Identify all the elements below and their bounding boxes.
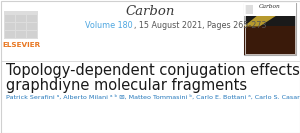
FancyBboxPatch shape	[244, 3, 296, 16]
Text: Volume 180: Volume 180	[85, 21, 133, 30]
FancyBboxPatch shape	[5, 31, 15, 38]
Text: ELSEVIER: ELSEVIER	[2, 42, 40, 48]
FancyBboxPatch shape	[1, 1, 299, 132]
FancyBboxPatch shape	[4, 11, 38, 39]
FancyBboxPatch shape	[27, 23, 37, 30]
FancyBboxPatch shape	[16, 31, 26, 38]
Text: Topology-dependent conjugation effects in: Topology-dependent conjugation effects i…	[6, 63, 300, 78]
Text: graphdiyne molecular fragments: graphdiyne molecular fragments	[6, 78, 247, 93]
FancyBboxPatch shape	[27, 15, 37, 22]
FancyBboxPatch shape	[16, 15, 26, 22]
FancyBboxPatch shape	[5, 23, 15, 30]
Text: Patrick Serafini ᵃ, Alberto Milani ᵃ ᵇ ✉, Matteo Tommasini ᵇ, Carlo E. Bottani ᵃ: Patrick Serafini ᵃ, Alberto Milani ᵃ ᵇ ✉…	[6, 95, 300, 100]
FancyBboxPatch shape	[16, 23, 26, 30]
FancyBboxPatch shape	[245, 5, 253, 14]
FancyBboxPatch shape	[5, 15, 15, 22]
FancyBboxPatch shape	[244, 3, 296, 55]
Text: , 15 August 2021, Pages 265-273: , 15 August 2021, Pages 265-273	[134, 21, 266, 30]
FancyBboxPatch shape	[27, 31, 37, 38]
Text: Carbon: Carbon	[125, 5, 175, 18]
Text: Carbon: Carbon	[259, 4, 281, 9]
FancyBboxPatch shape	[244, 26, 296, 55]
Polygon shape	[244, 3, 296, 26]
